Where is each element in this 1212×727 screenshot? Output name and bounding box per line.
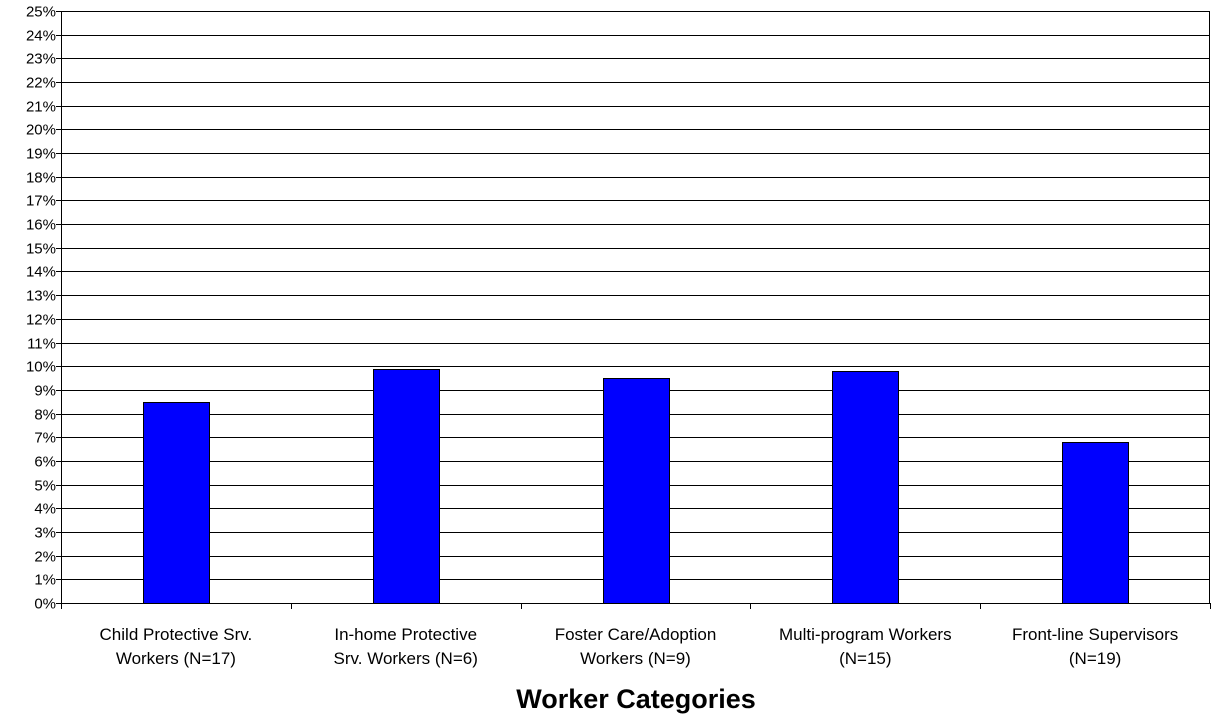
- x-category-label-line: (N=15): [839, 649, 891, 668]
- x-category-label: Child Protective Srv. Workers (N=17): [100, 625, 253, 668]
- y-tick-label: 13%: [26, 288, 56, 305]
- y-tick-label: 21%: [26, 99, 56, 116]
- y-tick-label: 10%: [26, 359, 56, 376]
- x-category-label-line: Foster Care/Adoption: [555, 625, 717, 644]
- bars: [143, 369, 1129, 604]
- bar: [603, 378, 670, 604]
- x-category-label-line: Srv. Workers (N=6): [334, 649, 478, 668]
- x-category-label-line: Multi-program Workers: [779, 625, 952, 644]
- y-tick-label: 8%: [34, 407, 56, 424]
- x-category-label-line: (N=19): [1069, 649, 1121, 668]
- y-tick-label: 12%: [26, 312, 56, 329]
- bar: [143, 402, 210, 604]
- x-category-label: Front-line Supervisors (N=19): [1012, 625, 1178, 668]
- y-tick-label: 25%: [26, 4, 56, 21]
- grid-lines: [61, 11, 1210, 580]
- bar: [373, 369, 440, 604]
- x-category-label-line: Child Protective Srv.: [100, 625, 253, 644]
- y-tick-label: 2%: [34, 549, 56, 566]
- x-category-label-line: Workers (N=9): [580, 649, 691, 668]
- x-category-label: Multi-program Workers (N=15): [779, 625, 952, 668]
- x-category-label: Foster Care/Adoption Workers (N=9): [555, 625, 717, 668]
- x-category-label: In-home Protective Srv. Workers (N=6): [334, 625, 478, 668]
- y-tick-label: 1%: [34, 572, 56, 589]
- y-tick-label: 4%: [34, 501, 56, 518]
- y-tick-label: 3%: [34, 525, 56, 542]
- x-category-label-line: In-home Protective: [334, 625, 477, 644]
- y-tick-label: 18%: [26, 170, 56, 187]
- y-tick-label: 16%: [26, 217, 56, 234]
- y-tick-label: 17%: [26, 193, 56, 210]
- bar: [1062, 442, 1129, 604]
- x-axis-title: Worker Categories: [516, 684, 756, 714]
- y-tick-label: 5%: [34, 478, 56, 495]
- y-tick-label: 0%: [34, 596, 56, 613]
- y-axis-ticks: 0% 1% 2% 3% 4% 5% 6% 7% 8% 9% 10% 11% 12% 13% 14% 15% 16…: [26, 4, 61, 613]
- y-tick-label: 23%: [26, 51, 56, 68]
- y-tick-label: 9%: [34, 383, 56, 400]
- y-tick-label: 6%: [34, 454, 56, 471]
- x-category-label-line: Workers (N=17): [116, 649, 236, 668]
- y-tick-label: 20%: [26, 122, 56, 139]
- y-tick-label: 19%: [26, 146, 56, 163]
- y-tick-label: 14%: [26, 264, 56, 281]
- y-tick-label: 24%: [26, 28, 56, 45]
- x-axis-category-labels: Child Protective Srv. Workers (N=17) In-ho…: [100, 625, 1179, 668]
- x-category-label-line: Front-line Supervisors: [1012, 625, 1178, 644]
- y-tick-label: 15%: [26, 241, 56, 258]
- bar: [832, 371, 899, 604]
- y-tick-label: 22%: [26, 75, 56, 92]
- y-tick-label: 11%: [27, 336, 56, 353]
- y-tick-label: 7%: [34, 430, 56, 447]
- axes: [61, 11, 1211, 609]
